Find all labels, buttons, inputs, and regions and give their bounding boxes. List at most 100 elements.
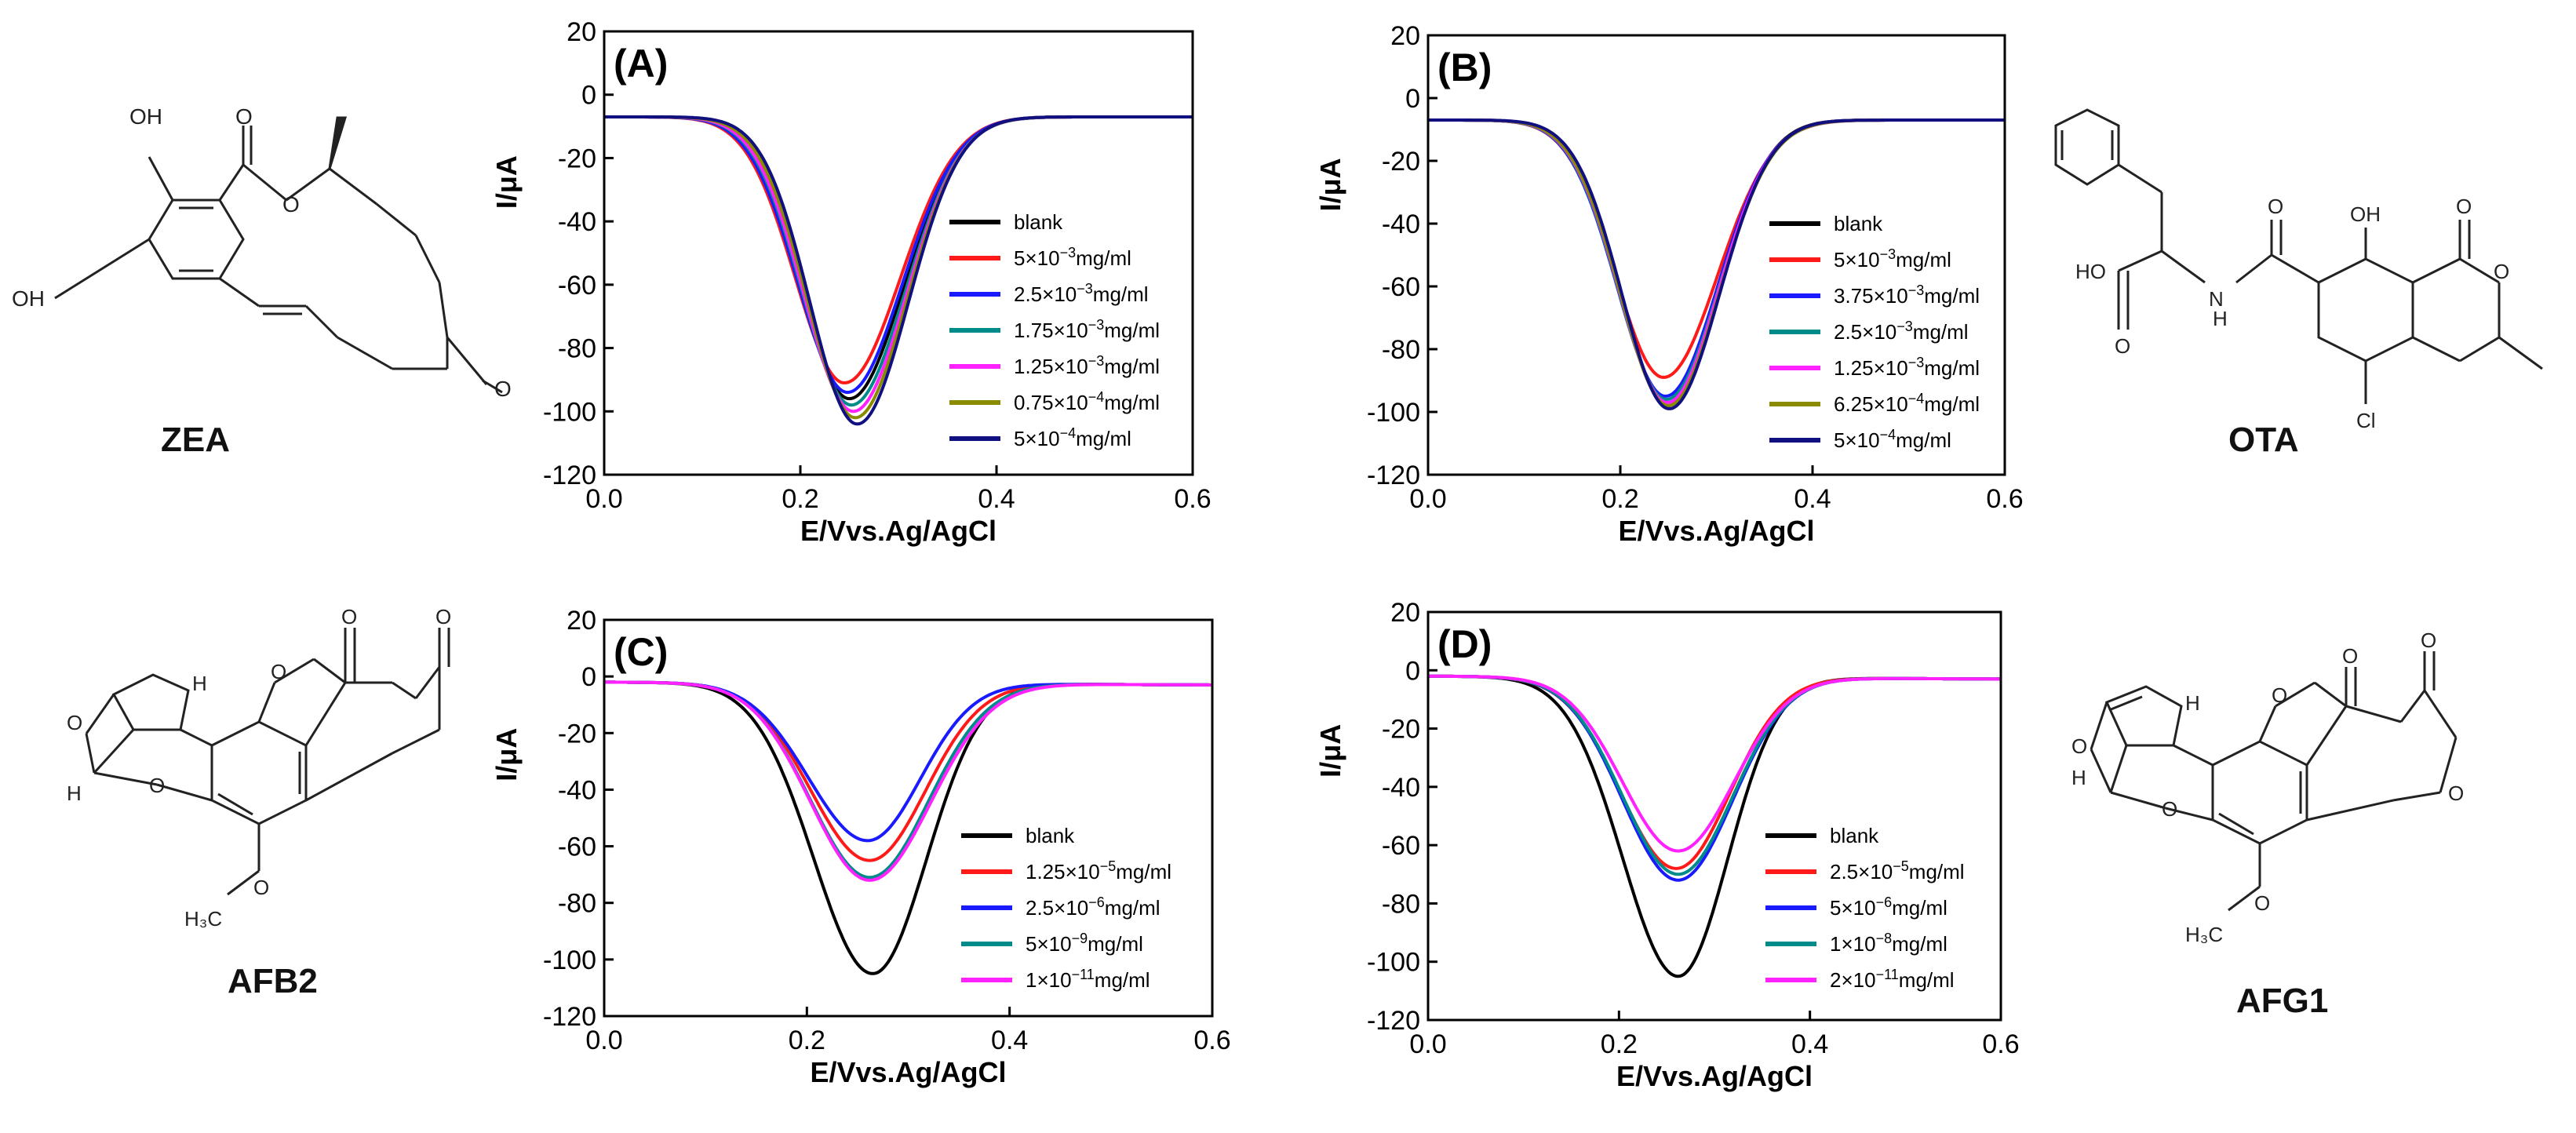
zea-label: ZEA: [161, 421, 230, 459]
legend-label: 1.25×10−3mg/ml: [1834, 355, 1980, 380]
y-tick-label: 20: [1390, 598, 1420, 628]
afg1-o-ring-2: O: [2448, 781, 2464, 805]
x-tick-label: 0.2: [1601, 1029, 1638, 1059]
afb2-o-ring: O: [149, 774, 165, 797]
ota-o-lactone: O: [2456, 195, 2472, 218]
x-tick-label: 0.6: [1174, 484, 1211, 514]
x-tick-label: 0.6: [1986, 484, 2023, 514]
panel-label: (C): [614, 630, 668, 674]
series-line-3-4: [604, 680, 1212, 880]
legend-label: blank: [1026, 824, 1075, 847]
afg1-o-lactone: O: [2272, 683, 2287, 707]
legend-label: 5×10−3mg/ml: [1834, 246, 1951, 271]
legend-label: 1×10−11mg/ml: [1026, 967, 1150, 992]
x-axis-title: E/Vvs.Ag/AgCl: [1618, 515, 1814, 547]
y-tick-label: -40: [1382, 773, 1420, 803]
ota-ho: HO: [2075, 260, 2106, 283]
zea-oh-left: OH: [12, 286, 45, 311]
ota-o-amide: O: [2268, 195, 2283, 218]
legend-label: 5×10−9mg/ml: [1026, 931, 1143, 956]
series-line-3-5: [604, 680, 1212, 882]
panel-label: (B): [1437, 46, 1492, 89]
legend-label: 5×10−4mg/ml: [1014, 425, 1131, 450]
y-tick-label: -100: [1367, 948, 1420, 978]
afb2-h-top: H: [192, 672, 207, 695]
x-tick-label: 0.4: [1794, 484, 1831, 514]
y-tick-label: -120: [1367, 1006, 1420, 1036]
afg1-atom-labels: O H H O O O O O O H₃C: [2071, 628, 2464, 946]
x-tick-label: 0.2: [782, 484, 818, 514]
y-axis-title: I/μA: [1314, 724, 1346, 778]
zea-structure: [54, 116, 503, 394]
y-tick-label: -100: [1367, 398, 1420, 428]
afg1-h3c: H₃C: [2185, 923, 2223, 946]
y-axis-title: I/μA: [490, 155, 523, 209]
x-axis-title: E/Vvs.Ag/AgCl: [810, 1056, 1006, 1088]
zea-o-ester: O: [282, 192, 300, 217]
y-tick-label: -20: [558, 144, 596, 173]
y-tick-label: -120: [543, 461, 596, 490]
afg1-structure: [2090, 651, 2458, 912]
series-line-3-1: [604, 680, 1212, 975]
afb2-o-methoxy: O: [253, 876, 269, 899]
afg1-label: AFG1: [2236, 982, 2328, 1020]
ota-label: OTA: [2228, 421, 2299, 459]
legend-label: 2.5×10−3mg/ml: [1834, 319, 1969, 344]
legend-label: 1.75×10−3mg/ml: [1014, 317, 1160, 342]
legend-label: 2.5×10−3mg/ml: [1014, 281, 1149, 306]
afg1-h-top: H: [2185, 691, 2200, 715]
y-tick-label: -40: [558, 207, 596, 237]
legend-label: 1.25×10−5mg/ml: [1026, 858, 1171, 883]
afg1-o-carbonyl-1: O: [2342, 644, 2358, 668]
y-tick-label: 0: [581, 81, 596, 111]
x-axis-title: E/Vvs.Ag/AgCl: [800, 515, 997, 547]
x-tick-label: 0.6: [1982, 1029, 2019, 1059]
x-tick-label: 0.4: [991, 1026, 1028, 1055]
ota-atom-labels: HO O N H O OH O O Cl: [2075, 195, 2509, 432]
ota-o-ring: O: [2494, 260, 2509, 283]
y-tick-label: 20: [1390, 21, 1420, 51]
panel-label: (D): [1437, 622, 1492, 666]
y-tick-label: 20: [567, 17, 596, 47]
zea-oh-top: OH: [129, 104, 162, 129]
y-tick-label: -120: [543, 1002, 596, 1032]
x-tick-label: 0.0: [585, 1026, 622, 1055]
afg1-o-methoxy: O: [2254, 891, 2270, 915]
y-tick-label: -100: [543, 397, 596, 427]
ota-h: H: [2213, 307, 2228, 330]
x-tick-label: 0.4: [978, 484, 1015, 514]
x-tick-label: 0.2: [1601, 484, 1638, 514]
zea-o-ketone: O: [494, 377, 512, 401]
legend-label: 0.75×10−4mg/ml: [1014, 389, 1160, 414]
ota-structure: [2054, 108, 2543, 404]
x-tick-label: 0.6: [1193, 1026, 1230, 1055]
series-line-1-7: [604, 115, 1193, 426]
plot-frame-3: [603, 618, 1214, 1018]
zea-atom-labels: OH O O OH O: [12, 104, 512, 401]
zea-o-carbonyl: O: [235, 104, 253, 129]
legend-label: 2.5×10−5mg/ml: [1830, 858, 1965, 883]
legend-label: 5×10−6mg/ml: [1830, 894, 1947, 920]
afb2-atom-labels: O H H O O O O O H₃C: [67, 605, 451, 931]
y-tick-label: -120: [1367, 461, 1420, 490]
y-tick-label: -20: [558, 719, 596, 749]
afb2-o-carbonyl-2: O: [435, 605, 451, 628]
x-axis-title: E/Vvs.Ag/AgCl: [1616, 1060, 1813, 1092]
afg1-o-ring: O: [2162, 797, 2177, 821]
legend-label: 2.5×10−6mg/ml: [1026, 894, 1160, 920]
x-tick-label: 0.4: [1791, 1029, 1828, 1059]
x-tick-label: 0.0: [585, 484, 622, 514]
afg1-o-carbonyl-2: O: [2421, 628, 2436, 652]
legend-label: 1×10−8mg/ml: [1830, 931, 1947, 956]
panel-label: (A): [614, 42, 668, 86]
y-tick-label: 20: [567, 606, 596, 636]
y-tick-label: -80: [1382, 335, 1420, 365]
x-tick-label: 0.0: [1409, 1029, 1446, 1059]
legend-label: 2×10−11mg/ml: [1830, 967, 1955, 992]
y-tick-label: -100: [543, 945, 596, 975]
y-tick-label: -60: [558, 271, 596, 301]
